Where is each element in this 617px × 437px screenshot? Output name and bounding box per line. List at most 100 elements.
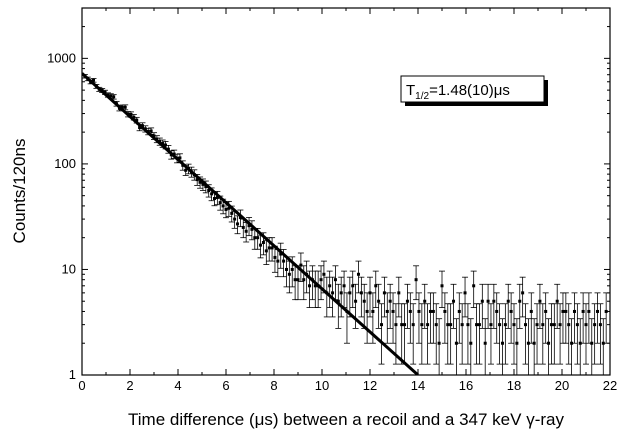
data-point [339, 291, 343, 295]
fit-line [82, 72, 420, 375]
data-point [411, 323, 415, 327]
data-point [472, 284, 476, 288]
data-point [371, 309, 375, 313]
data-point [233, 217, 237, 221]
data-point [552, 323, 556, 327]
data-point [457, 309, 461, 313]
data-point [426, 323, 430, 327]
data-point [512, 323, 516, 327]
x-axis-label: Time difference (μs) between a recoil an… [128, 410, 564, 429]
data-point [521, 291, 525, 295]
x-tick-label: 4 [174, 378, 181, 393]
data-point [475, 323, 479, 327]
data-point [218, 201, 222, 205]
data-point [483, 341, 487, 345]
data-point [92, 78, 96, 82]
data-point [596, 309, 600, 313]
data-point [374, 284, 378, 288]
data-point [250, 227, 254, 231]
data-point [598, 323, 602, 327]
annotation-main: T [406, 82, 415, 99]
data-point [529, 309, 533, 313]
data-point [443, 309, 447, 313]
data-point [428, 309, 432, 313]
data-point [253, 236, 257, 240]
x-axis: 0 2 4 6 8 10 12 14 16 18 20 22 [78, 8, 617, 393]
x-tick-label: 2 [126, 378, 133, 393]
data-point [544, 309, 548, 313]
data-point [518, 299, 522, 303]
data-point [267, 246, 271, 250]
data-point [423, 299, 427, 303]
data-point [503, 323, 507, 327]
data-point [331, 291, 335, 295]
half-life-annotation: T1/2=1.48(10)μs [400, 75, 548, 106]
data-point [555, 299, 559, 303]
data-point [362, 299, 366, 303]
data-point [558, 323, 562, 327]
data-point [299, 263, 303, 267]
data-point [195, 178, 199, 182]
data-point [477, 323, 481, 327]
data-point [259, 243, 263, 247]
x-tick-label: 20 [555, 378, 569, 393]
data-point [535, 323, 539, 327]
data-point [388, 299, 392, 303]
data-point [469, 341, 473, 345]
x-tick-label: 16 [459, 378, 473, 393]
data-point [541, 323, 545, 327]
annotation-rest: =1.48(10)μs [429, 82, 510, 99]
x-tick-label: 6 [222, 378, 229, 393]
data-point [244, 229, 248, 233]
data-point [420, 323, 424, 327]
data-point [221, 204, 225, 208]
data-point [434, 323, 438, 327]
data-point [336, 299, 340, 303]
data-point [342, 284, 346, 288]
y-tick-label: 1000 [47, 50, 76, 65]
x-tick-label: 8 [270, 378, 277, 393]
data-point [604, 309, 608, 313]
data-point [437, 341, 441, 345]
data-point [486, 299, 490, 303]
data-point [524, 323, 528, 327]
plot-frame [81, 7, 611, 376]
data-point [123, 105, 127, 109]
data-point [273, 255, 277, 259]
data-point [308, 284, 312, 288]
data-point [161, 142, 165, 146]
x-tick-label: 18 [507, 378, 521, 393]
x-tick-label: 14 [411, 378, 425, 393]
x-tick-label: 0 [78, 378, 85, 393]
data-point [377, 299, 381, 303]
data-point [394, 323, 398, 327]
data-point [319, 278, 323, 282]
y-axis: 1 10 100 1000 [47, 7, 610, 382]
data-point [408, 309, 412, 313]
data-point [241, 225, 245, 229]
data-point [279, 252, 283, 256]
data-point [466, 323, 470, 327]
data-point [414, 278, 418, 282]
data-point [282, 259, 286, 263]
data-point [120, 105, 124, 109]
data-point [452, 299, 456, 303]
data-point [322, 272, 326, 276]
annotation-box [400, 75, 545, 103]
data-point [538, 299, 542, 303]
data-point [184, 168, 188, 172]
data-point [532, 341, 536, 345]
plot-area [82, 72, 610, 375]
data-point [284, 267, 288, 271]
y-tick-label: 100 [54, 156, 76, 171]
data-point [178, 156, 182, 160]
data-point [224, 207, 228, 211]
data-point [572, 309, 576, 313]
data-point [405, 299, 409, 303]
data-point [276, 259, 280, 263]
data-point [385, 309, 389, 313]
data-point [296, 278, 300, 282]
data-point [567, 323, 571, 327]
data-point [581, 309, 585, 313]
